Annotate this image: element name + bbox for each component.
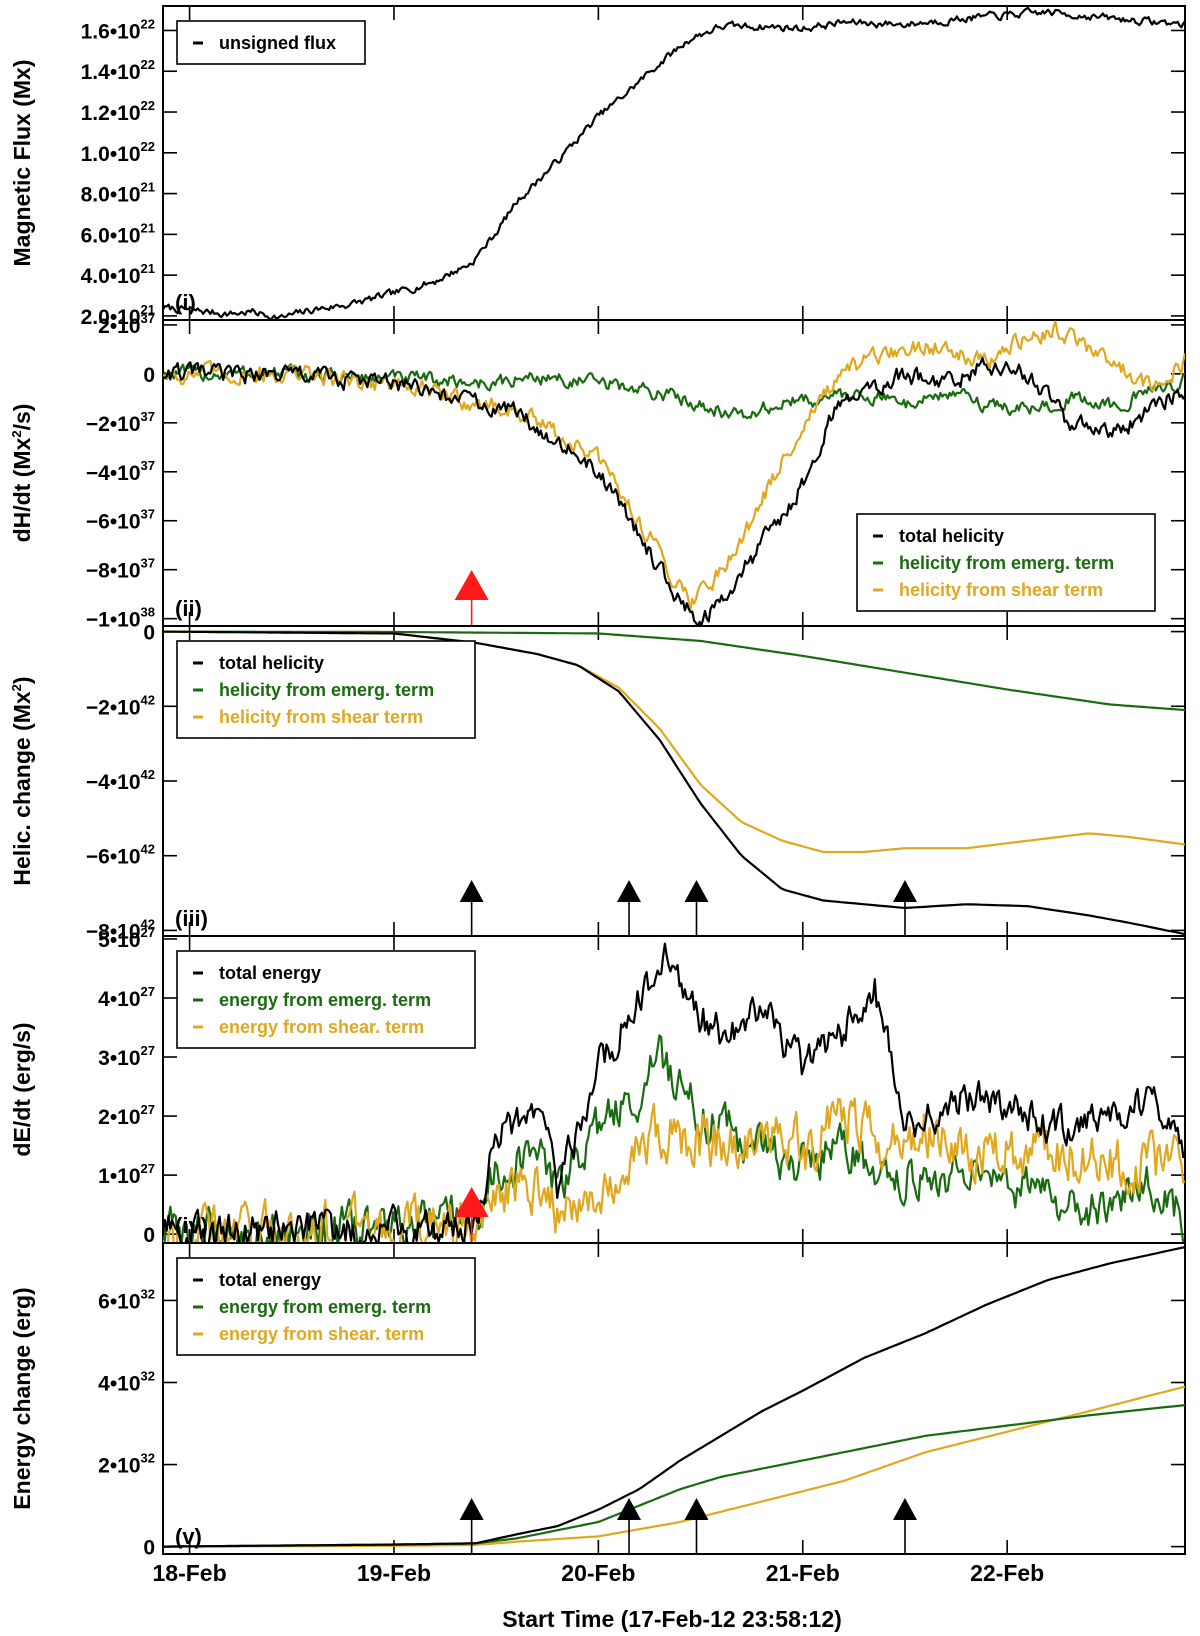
legend-label: helicity from emerg. term <box>899 553 1114 573</box>
event-arrow-head <box>454 1187 489 1217</box>
legend-box <box>176 20 366 65</box>
legend: total energy energy from emerg. term energ… <box>176 1257 476 1356</box>
x-tick-label: 20-Feb <box>561 1560 635 1586</box>
event-arrow-head <box>459 880 484 902</box>
y-tick-label: 0 <box>143 1537 155 1560</box>
x-tick-label: 22-Feb <box>970 1560 1044 1586</box>
y-tick-label: 2•1032 <box>98 1451 155 1478</box>
panel-label: (iii) <box>175 906 208 931</box>
series-line-black <box>163 357 1185 626</box>
event-arrow-head <box>617 880 642 902</box>
y-tick-label: 4•1027 <box>98 984 155 1011</box>
y-tick-label: 1.6•1022 <box>81 16 155 43</box>
y-tick-label: 2•1027 <box>98 1102 155 1129</box>
y-tick-label: −2•1037 <box>86 409 155 436</box>
y-tick-label: 1.4•1022 <box>81 57 155 84</box>
series-line-gold <box>163 320 1185 612</box>
y-tick-label: 1.2•1022 <box>81 98 155 125</box>
series-line-black <box>163 942 1185 1243</box>
panel-label: (iv) <box>175 1213 208 1238</box>
y-axis-title: Helic. change (Mx2) <box>9 676 35 885</box>
panel-5: 0 2•1032 4•1032 6•1032 Energy change (erg) (v… <box>9 1242 1186 1586</box>
y-tick-label: 1•1027 <box>98 1161 155 1188</box>
panel-4: 0 1•1027 2•1027 3•1027 4•1027 5•1027 dE/dt (er… <box>9 925 1186 1247</box>
panel-3: 0 −2•1042 −4•1042 −6•1042 −8•1042 Helic. chan… <box>9 622 1186 943</box>
legend-label: energy from emerg. term <box>219 1297 431 1317</box>
legend-label: unsigned flux <box>219 33 336 53</box>
x-tick-label: 21-Feb <box>766 1560 840 1586</box>
x-axis-title: Start Time (17-Feb-12 23:58:12) <box>502 1606 842 1632</box>
y-tick-label: 4.0•1021 <box>81 261 155 288</box>
legend-label: helicity from emerg. term <box>219 680 434 700</box>
y-tick-label: −8•1042 <box>86 916 155 943</box>
legend-box <box>176 950 476 1049</box>
legend-label: total helicity <box>899 526 1004 546</box>
y-tick-label: 2.0•1021 <box>81 302 155 329</box>
panel-label: (i) <box>175 290 196 315</box>
y-tick-label: 0 <box>143 1224 155 1247</box>
legend: total helicity helicity from emerg. term h… <box>856 513 1156 612</box>
legend-box <box>176 1257 476 1356</box>
event-arrow-head <box>684 880 709 902</box>
y-tick-label: 4•1032 <box>98 1368 155 1395</box>
y-tick-label: 8.0•1021 <box>81 180 155 207</box>
legend-label: total helicity <box>219 653 324 673</box>
y-axis-title: Magnetic Flux (Mx) <box>9 59 35 266</box>
series-line-black <box>163 6 1185 320</box>
y-tick-label: 6.0•1021 <box>81 220 155 247</box>
plot-frame <box>162 1242 1186 1555</box>
legend-label: total energy <box>219 1270 321 1290</box>
panel-2: 2•1037 0 −2•1037 −4•1037 −6•1037 −8•1037 −1•10… <box>9 311 1186 632</box>
event-arrow-head <box>892 1498 917 1520</box>
y-axis-title: dH/dt (Mx2/s) <box>9 404 35 543</box>
panel-1: 2.0•1021 4.0•1021 6.0•1021 8.0•1021 1.0•1022… <box>9 5 1186 329</box>
y-tick-label: −8•1037 <box>86 556 155 583</box>
panel-label: (ii) <box>175 596 202 621</box>
legend: unsigned flux <box>176 20 366 65</box>
event-arrow-head <box>892 880 917 902</box>
series-line-gold <box>163 1097 1185 1243</box>
legend-box <box>856 513 1156 612</box>
y-tick-label: 1.0•1022 <box>81 139 155 166</box>
y-tick-label: 0 <box>143 364 155 387</box>
series-line-green <box>163 630 1185 712</box>
y-tick-label: −4•1037 <box>86 458 155 485</box>
legend-label: energy from emerg. term <box>219 990 431 1010</box>
legend-label: energy from shear. term <box>219 1324 424 1344</box>
y-tick-label: 3•1027 <box>98 1043 155 1070</box>
legend-label: helicity from shear term <box>219 707 423 727</box>
legend-label: helicity from shear term <box>899 580 1103 600</box>
series-line-black <box>163 630 1185 936</box>
legend-label: total energy <box>219 963 321 983</box>
event-arrow-head <box>459 1498 484 1520</box>
y-tick-label: −4•1042 <box>86 767 155 794</box>
y-axis-title: Energy change (erg) <box>9 1287 35 1509</box>
legend: total helicity helicity from emerg. term h… <box>176 640 476 739</box>
y-tick-label: 5•1027 <box>98 925 155 952</box>
legend-box <box>176 640 476 739</box>
x-tick-label: 18-Feb <box>153 1560 227 1586</box>
series-line-black <box>163 1246 1185 1548</box>
panel-label: (v) <box>175 1524 202 1549</box>
y-tick-label: −1•1038 <box>86 605 155 632</box>
y-axis-title: dE/dt (erg/s) <box>9 1022 35 1156</box>
y-tick-label: −2•1042 <box>86 692 155 719</box>
y-tick-label: −6•1037 <box>86 507 155 534</box>
event-arrow-head <box>454 570 489 600</box>
event-arrow-head <box>684 1498 709 1520</box>
event-arrow-head <box>617 1498 642 1520</box>
y-tick-label: 2•1037 <box>98 311 155 338</box>
legend-label: energy from shear. term <box>219 1017 424 1037</box>
y-tick-label: 6•1032 <box>98 1286 155 1313</box>
x-tick-label: 19-Feb <box>357 1560 431 1586</box>
y-tick-label: −6•1042 <box>86 842 155 869</box>
legend: total energy energy from emerg. term energ… <box>176 950 476 1049</box>
series-line-gold <box>163 1385 1185 1548</box>
y-tick-label: 0 <box>143 622 155 645</box>
